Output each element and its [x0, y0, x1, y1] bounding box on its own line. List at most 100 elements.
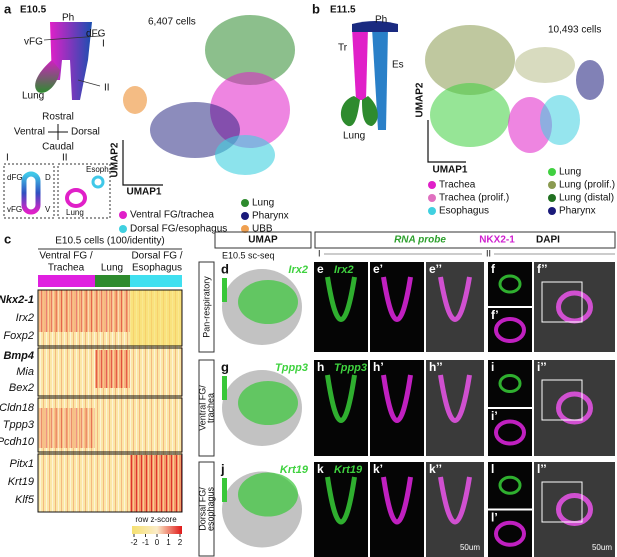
panel-letter: i: [491, 360, 494, 374]
gene-label: Pitx1: [10, 458, 34, 470]
legend-label: Ventral FG/trachea: [130, 210, 214, 221]
legend-label: Lung: [559, 167, 581, 178]
panel-letter: f’: [491, 308, 499, 322]
micrograph: [426, 262, 484, 352]
label: Rostral: [42, 112, 74, 123]
label: I: [102, 39, 105, 50]
group-label: Lung: [101, 263, 123, 274]
stain: [498, 374, 522, 393]
umap-expression: [238, 381, 298, 425]
stain: [494, 419, 526, 446]
legend-swatch: [428, 181, 436, 189]
gene-label: Klf5: [15, 494, 35, 506]
scale-bar-label: 50um: [592, 543, 612, 552]
group-bar: [95, 275, 130, 287]
legend-label: Esophagus: [439, 206, 489, 217]
umap-axes: [122, 140, 163, 186]
label: Ph: [62, 13, 74, 24]
label: Caudal: [42, 142, 74, 153]
legend-swatch: [548, 207, 556, 215]
legend-label: Trachea: [439, 180, 476, 191]
row-label: trachea: [205, 393, 215, 423]
row-label: esophagus: [205, 486, 215, 531]
legend-label: Dorsal FG/esophagus: [130, 224, 227, 235]
panel-letter: d: [221, 261, 229, 276]
group-label: Dorsal FG /: [131, 251, 182, 262]
legend: Ventral FG/trachea Dorsal FG/esophagus L…: [119, 198, 289, 235]
zoom-box: [541, 481, 583, 523]
panel-letter: e: [317, 262, 324, 276]
micrograph: [488, 262, 532, 306]
heatmap-block: [38, 290, 130, 332]
gene-label: Bmp4: [3, 350, 34, 362]
micrograph: [314, 360, 368, 456]
section-line: [77, 79, 101, 87]
group-label: Esophagus: [132, 263, 182, 274]
gene-label: Tppp3: [334, 362, 367, 374]
micrograph: [370, 262, 424, 352]
stain: [381, 276, 413, 322]
section-label: I: [318, 248, 321, 258]
label: D: [45, 173, 51, 182]
cell-count: 6,407 cells: [148, 17, 196, 28]
umap-axes: [427, 120, 466, 163]
gene-label: Mia: [16, 366, 34, 378]
cluster: [205, 15, 295, 85]
cluster: [150, 102, 240, 158]
cluster: [576, 60, 604, 100]
row-box: [198, 359, 215, 457]
legend-label: Lung: [252, 198, 274, 209]
gene-group-box: [37, 397, 183, 453]
stain: [494, 520, 526, 547]
cell-count: 10,493 cells: [548, 25, 601, 36]
group-label: Trachea: [48, 263, 85, 274]
label: Ph: [375, 15, 387, 26]
heatmap-block: [130, 290, 182, 346]
panel-letter: f: [491, 262, 496, 276]
group-label: Ventral FG /: [39, 251, 93, 262]
legend-swatch: [119, 225, 127, 233]
micrograph: [534, 462, 615, 557]
legend-label: Pharynx: [559, 206, 596, 217]
panel-letter: k’: [373, 462, 383, 476]
gene-group-box: [37, 453, 183, 513]
section-line: [43, 35, 101, 41]
gene-label: Foxp2: [3, 330, 34, 342]
foregut-schematic: [50, 22, 92, 100]
compass: [48, 124, 68, 140]
axis-title: UMAP1: [126, 187, 161, 198]
legend-label: Trachea (prolif.): [439, 193, 509, 204]
gene-label: Pcdh10: [0, 436, 35, 448]
row-label: Dorsal FG/: [197, 487, 207, 531]
panel-label: b: [312, 1, 320, 16]
legend-swatch: [119, 211, 127, 219]
stain: [438, 374, 472, 423]
legend-label: UBB: [252, 224, 273, 235]
section-ring: [65, 188, 87, 208]
scale-tick-label: 0: [155, 538, 160, 547]
panel-letter: i’’: [537, 360, 547, 374]
zoom-box: [541, 281, 583, 323]
legend-label: Lung (prolif.): [559, 180, 615, 191]
lung-schematic: [362, 96, 378, 126]
umap-expression: [238, 280, 298, 324]
label: Dorsal: [71, 127, 100, 138]
cluster: [123, 86, 147, 114]
stain: [438, 276, 472, 322]
legend-swatch: [428, 207, 436, 215]
panel-letter: i’: [491, 409, 498, 423]
panel-letter: g: [221, 359, 229, 374]
legend-swatch: [548, 168, 556, 176]
scale-tick-label: 1: [166, 538, 171, 547]
label: V: [45, 205, 51, 214]
label: I: [6, 153, 9, 164]
panel-letter: j: [220, 461, 225, 476]
row-box: [198, 461, 215, 557]
legend-swatch: [548, 181, 556, 189]
stain: [381, 476, 413, 525]
cluster: [425, 25, 515, 95]
micrograph: [370, 360, 424, 456]
legend-swatch: [428, 194, 436, 202]
micrograph: [488, 462, 532, 509]
legend: Trachea Trachea (prolif.) Esophagus Lung…: [428, 167, 615, 217]
